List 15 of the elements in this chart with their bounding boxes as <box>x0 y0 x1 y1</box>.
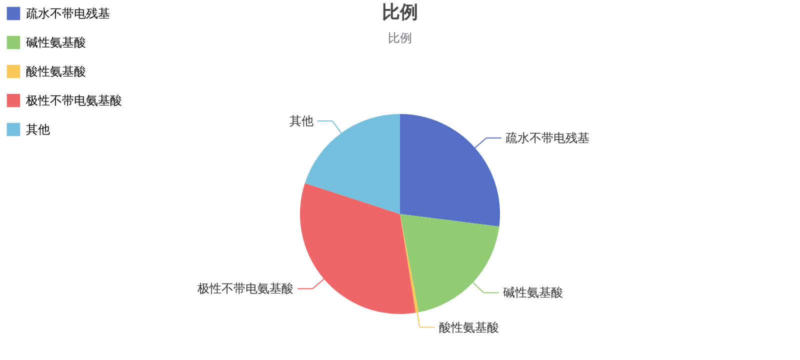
legend-label: 其他 <box>26 122 50 136</box>
legend-label: 极性不带电氨基酸 <box>25 94 122 108</box>
legend-label: 酸性氨基酸 <box>438 320 499 334</box>
chart-title: 比例 <box>382 2 418 23</box>
slice-label: 极性不带电氨基酸 <box>196 282 294 296</box>
pie-slice <box>400 114 500 227</box>
category-label: 酸性氨基酸 <box>26 64 86 78</box>
pie-slice <box>300 183 416 314</box>
legend-label: 碱性氨基酸 <box>502 286 563 300</box>
slice-label: 其他 <box>289 114 314 128</box>
category-label: 碱性氨基酸 <box>26 36 86 50</box>
text: 比例 <box>388 31 412 45</box>
pie-slice <box>400 214 500 312</box>
category-label: 疏水不带电残基 <box>26 6 110 20</box>
legend-label: 疏水不带电残基 <box>505 130 590 145</box>
